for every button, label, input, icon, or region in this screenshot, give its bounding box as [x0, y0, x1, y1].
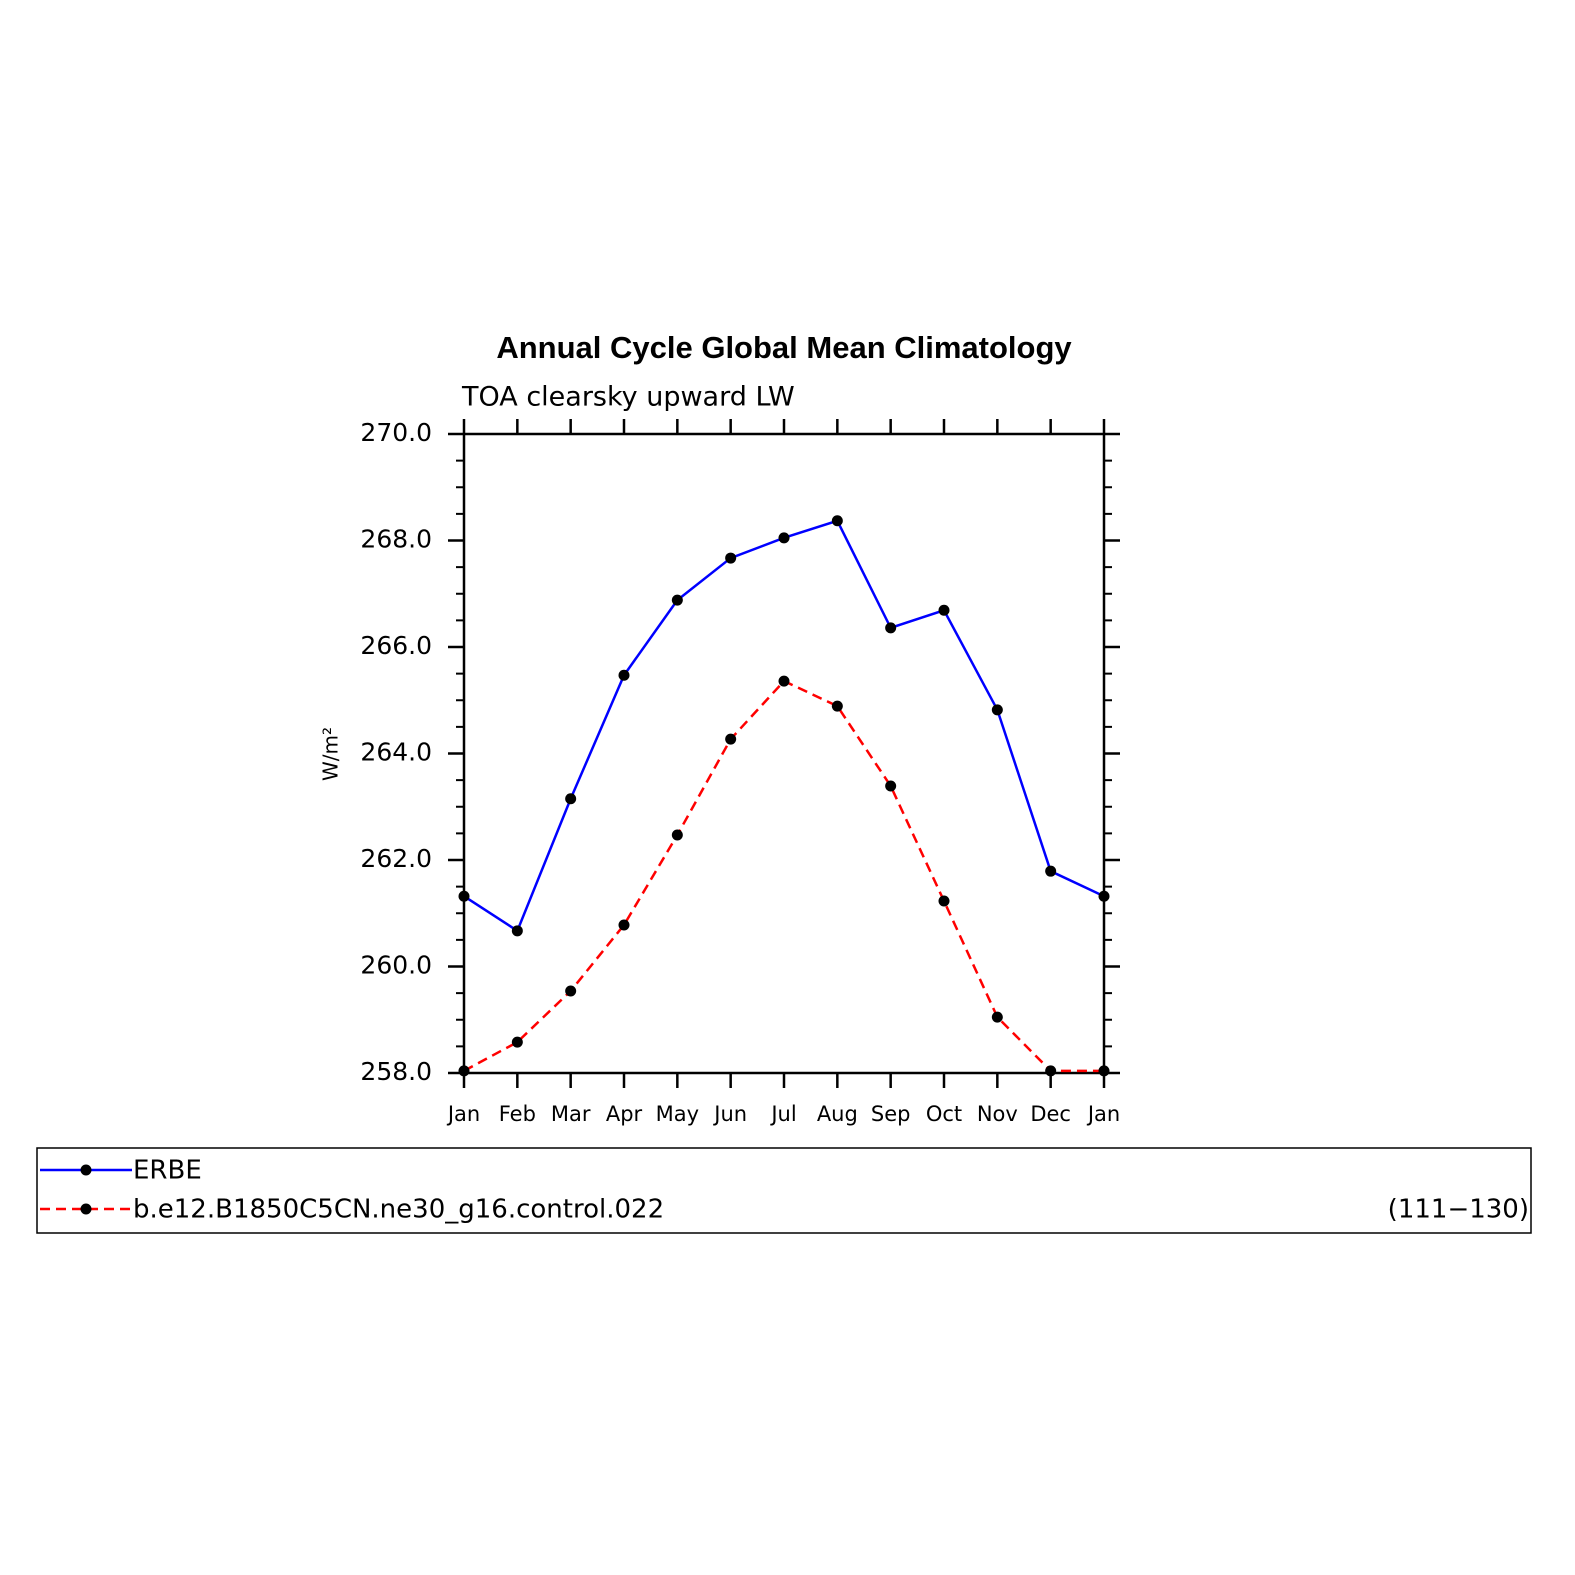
- legend-label: ERBE: [133, 1156, 202, 1186]
- data-point: [458, 890, 470, 902]
- legend-note: (111−130): [1388, 1195, 1529, 1225]
- data-point: [778, 532, 790, 544]
- x-tick-label: Jun: [712, 1102, 747, 1126]
- x-tick-label: Oct: [926, 1102, 962, 1126]
- y-tick-label: 264.0: [360, 738, 432, 767]
- x-tick-label: May: [656, 1102, 699, 1126]
- data-point: [725, 552, 737, 564]
- data-point: [938, 604, 950, 616]
- x-tick-label: Mar: [551, 1102, 591, 1126]
- x-tick-label: Aug: [817, 1102, 858, 1126]
- x-tick-label: Jul: [769, 1102, 796, 1126]
- legend-marker: [80, 1164, 92, 1176]
- x-tick-label: Nov: [977, 1102, 1018, 1126]
- data-point: [671, 594, 683, 606]
- data-point: [831, 515, 843, 527]
- plot-frame: [462, 432, 1106, 1075]
- data-point: [778, 675, 790, 687]
- data-point: [991, 1011, 1003, 1023]
- data-point: [511, 1036, 523, 1048]
- data-point: [511, 925, 523, 937]
- y-axis-label: W/m²: [319, 727, 343, 781]
- series-line: [463, 519, 1105, 933]
- y-tick-label: 270.0: [360, 418, 432, 447]
- y-tick-label: 260.0: [360, 951, 432, 980]
- x-tick-label: Sep: [871, 1102, 911, 1126]
- x-tick-label: Apr: [606, 1102, 643, 1126]
- legend-marker: [80, 1203, 92, 1215]
- y-tick-label: 268.0: [360, 525, 432, 554]
- data-point: [885, 622, 897, 634]
- x-tick-label: Jan: [446, 1102, 480, 1126]
- data-point: [565, 985, 577, 997]
- data-point: [565, 793, 577, 805]
- data-point: [1045, 865, 1057, 877]
- data-point: [1045, 1065, 1057, 1077]
- data-point: [1098, 890, 1110, 902]
- data-point: [618, 669, 630, 681]
- legend-box: [36, 1147, 1532, 1234]
- x-tick-label: Jan: [1086, 1102, 1120, 1126]
- data-point: [671, 829, 683, 841]
- data-point: [991, 704, 1003, 716]
- y-tick-label: 266.0: [360, 631, 432, 660]
- x-tick-label: Feb: [499, 1102, 536, 1126]
- data-point: [831, 700, 843, 712]
- data-point: [618, 919, 630, 931]
- data-point: [938, 895, 950, 907]
- data-point: [458, 1065, 470, 1077]
- data-point: [725, 733, 737, 745]
- chart-subtitle: TOA clearsky upward LW: [461, 382, 795, 413]
- x-tick-label: Dec: [1030, 1102, 1071, 1126]
- chart-title: Annual Cycle Global Mean Climatology: [496, 330, 1072, 365]
- data-point: [1098, 1065, 1110, 1077]
- legend-label: b.e12.B1850C5CN.ne30_g16.control.022: [133, 1195, 664, 1225]
- data-point: [885, 780, 897, 792]
- y-tick-label: 262.0: [360, 844, 432, 873]
- y-tick-label: 258.0: [360, 1057, 432, 1086]
